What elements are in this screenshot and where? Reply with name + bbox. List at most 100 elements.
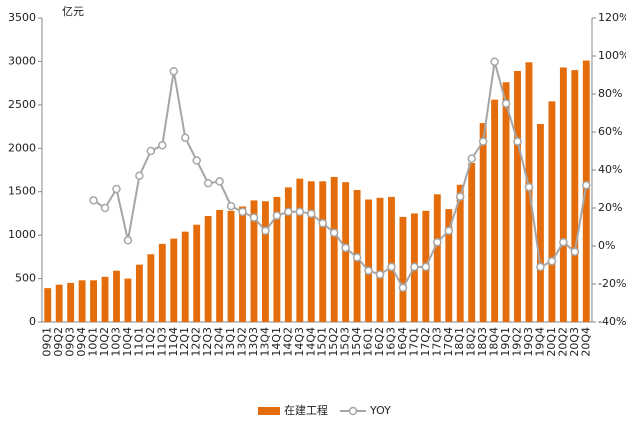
bar [319, 181, 327, 322]
line-marker [478, 137, 488, 146]
y-axis-label: 亿元 [62, 5, 84, 18]
line-marker [570, 247, 580, 256]
x-tick-label: 16Q3 [384, 327, 397, 357]
line-marker [375, 270, 385, 279]
y2-tick-label: 20% [598, 201, 622, 214]
bar [273, 196, 281, 322]
x-tick-label: 18Q3 [476, 327, 489, 357]
bar [55, 284, 63, 322]
line-marker [261, 226, 270, 236]
x-tick-label: 10Q2 [98, 327, 111, 357]
x-tick-label: 17Q3 [430, 327, 443, 357]
x-tick-label: 09Q1 [41, 327, 54, 357]
bar [101, 276, 109, 322]
x-tick-label: 20Q4 [579, 327, 592, 357]
bar [388, 196, 395, 322]
bar [135, 264, 143, 322]
x-tick-label: 15Q1 [316, 327, 329, 357]
y2-tick-label: 0% [598, 239, 615, 252]
line-marker [455, 192, 465, 201]
line-marker [582, 180, 591, 190]
x-tick-label: 20Q1 [545, 327, 558, 357]
line-marker [249, 213, 259, 222]
line-marker [547, 256, 557, 266]
y-tick-label: 500 [15, 272, 36, 285]
y2-tick-label: 60% [598, 125, 622, 138]
line-marker [364, 266, 373, 275]
bar [296, 178, 304, 322]
line-marker [444, 226, 454, 236]
line-marker [284, 207, 293, 217]
bar [204, 216, 212, 322]
line-marker [215, 177, 224, 186]
bar [399, 216, 407, 322]
bar [582, 60, 590, 323]
line-marker [398, 283, 408, 293]
bar [433, 194, 441, 322]
line-marker [295, 207, 305, 217]
line-marker [169, 66, 179, 76]
y2-tick-label: 120% [598, 11, 626, 24]
line-marker [123, 236, 133, 245]
x-tick-label: 19Q2 [511, 327, 524, 357]
bar [376, 197, 384, 322]
bar [262, 201, 269, 322]
x-tick-label: 18Q2 [465, 327, 478, 357]
bar [193, 224, 201, 322]
x-tick-label: 12Q1 [178, 327, 191, 357]
line-marker [226, 201, 236, 211]
x-tick-label: 19Q4 [533, 327, 546, 357]
y-tick-label: 3000 [8, 54, 36, 67]
line-marker [467, 154, 476, 163]
x-tick-label: 11Q3 [155, 327, 168, 357]
x-tick-label: 15Q3 [339, 327, 352, 357]
x-tick-label: 09Q4 [75, 327, 88, 357]
x-tick-label: 12Q3 [201, 327, 214, 357]
legend-swatch-marker [348, 406, 358, 416]
bar [67, 282, 75, 322]
bar [559, 67, 567, 322]
line-marker [433, 237, 442, 247]
bar [468, 163, 476, 322]
x-tick-label: 17Q2 [419, 327, 432, 357]
y-tick-label: 1500 [8, 185, 36, 198]
x-tick-label: 11Q4 [167, 327, 180, 357]
line-marker [272, 211, 282, 220]
x-tick-label: 11Q1 [132, 327, 145, 357]
legend-label: YOY [369, 404, 391, 417]
x-tick-label: 15Q2 [327, 327, 340, 357]
y-tick-label: 2000 [8, 141, 36, 154]
x-tick-label: 13Q3 [247, 327, 260, 357]
y-tick-label: 0 [29, 315, 36, 328]
x-tick-label: 20Q2 [556, 327, 569, 357]
bar [445, 209, 453, 322]
x-tick-label: 18Q4 [488, 327, 501, 357]
line-marker [513, 137, 522, 146]
line-marker [100, 203, 110, 213]
line-marker [238, 207, 247, 217]
x-tick-label: 20Q3 [568, 327, 581, 357]
line-marker [501, 99, 511, 108]
y-tick-label: 2500 [8, 98, 36, 111]
x-tick-label: 10Q1 [87, 327, 100, 357]
bar [227, 210, 235, 322]
bar [479, 123, 487, 323]
x-tick-label: 14Q3 [293, 327, 306, 357]
line-marker [180, 133, 190, 142]
line-marker [352, 253, 362, 262]
bar [537, 123, 544, 322]
bar [216, 209, 224, 322]
x-tick-label: 12Q2 [190, 327, 203, 357]
bar [514, 70, 521, 323]
line-marker [146, 146, 156, 156]
bar [113, 270, 120, 322]
bar [78, 280, 86, 322]
x-tick-label: 13Q2 [236, 327, 249, 357]
x-tick-label: 16Q2 [373, 327, 386, 357]
line-marker [192, 156, 201, 165]
line-marker [135, 171, 144, 180]
x-tick-label: 14Q2 [281, 327, 294, 357]
bar [44, 288, 52, 322]
x-tick-label: 12Q4 [213, 327, 226, 357]
